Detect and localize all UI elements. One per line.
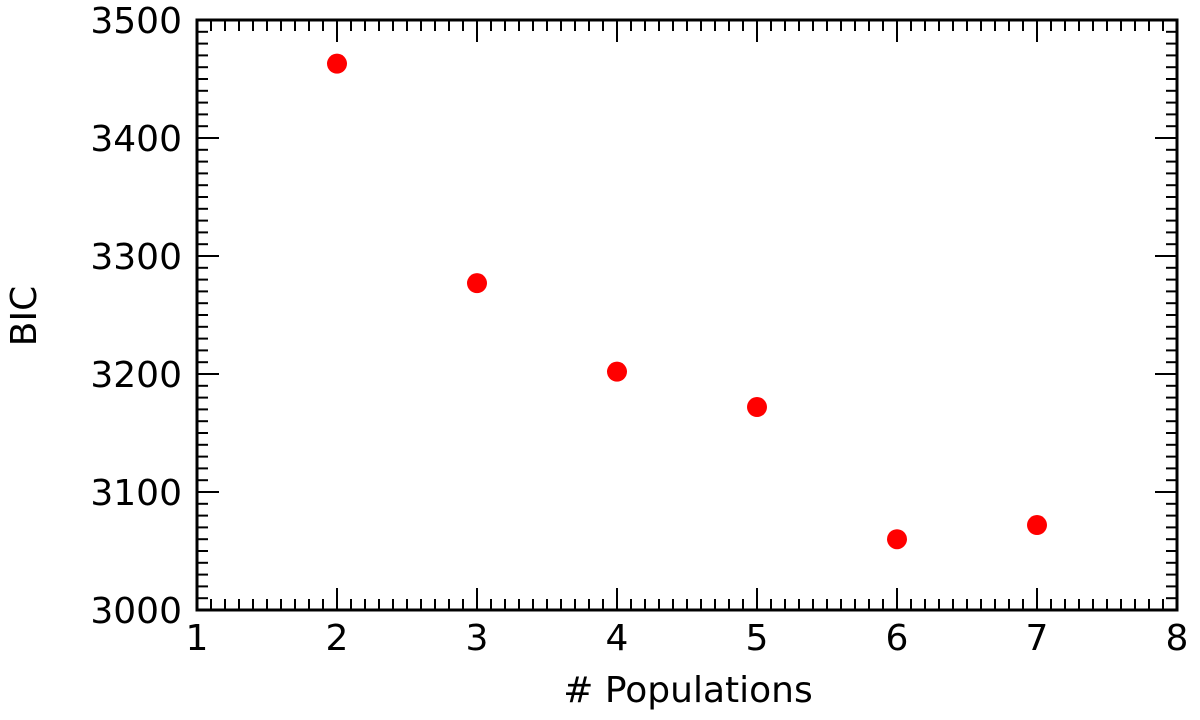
data-points — [327, 53, 1047, 550]
data-point — [327, 53, 347, 74]
y-tick-labels: 3000 3100 3200 3300 3400 3500 — [90, 1, 182, 632]
x-tick-label: 8 — [1166, 618, 1189, 659]
x-tick-label: 5 — [746, 618, 769, 659]
x-tick-label: 3 — [466, 618, 489, 659]
data-point — [467, 273, 487, 294]
x-tick-label: 2 — [326, 618, 349, 659]
data-point — [1027, 515, 1047, 536]
x-tick-label: 1 — [186, 618, 209, 659]
minor-ticks — [197, 20, 1177, 610]
x-tick-label: 4 — [606, 618, 629, 659]
y-tick-label: 3500 — [90, 1, 182, 42]
x-axis-label: # Populations — [563, 670, 813, 711]
y-tick-label: 3000 — [90, 591, 182, 632]
data-point — [747, 397, 767, 418]
y-tick-label: 3400 — [90, 119, 182, 160]
y-axis-label: BIC — [4, 286, 45, 346]
y-tick-label: 3300 — [90, 237, 182, 278]
x-tick-labels: 1 2 3 4 5 6 7 8 — [186, 618, 1189, 659]
plot-frame — [195, 18, 1179, 612]
data-point — [607, 361, 627, 382]
y-tick-label: 3100 — [90, 473, 182, 514]
x-tick-label: 6 — [886, 618, 909, 659]
y-tick-label: 3200 — [90, 355, 182, 396]
x-tick-label: 7 — [1026, 618, 1049, 659]
data-point — [887, 529, 907, 550]
